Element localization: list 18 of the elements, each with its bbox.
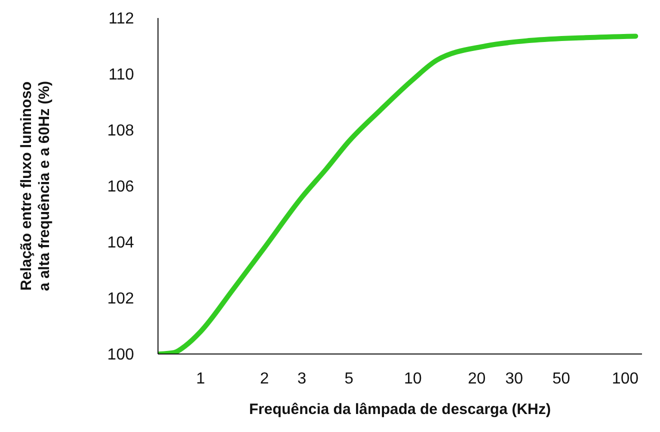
y-tick-label: 110 [108, 66, 134, 84]
x-tick-label: 30 [505, 370, 524, 388]
y-tick-label: 102 [107, 290, 134, 308]
x-tick-label: 1 [196, 370, 206, 388]
x-tick-label: 3 [297, 370, 306, 388]
x-tick-label: 10 [404, 370, 422, 388]
x-axis-title: Frequência da lâmpada de descarga (KHz) [249, 401, 551, 418]
x-tick-label: 5 [344, 370, 354, 388]
y-tick-label: 112 [108, 10, 134, 28]
y-tick-label: 108 [107, 122, 134, 140]
y-tick-label: 106 [107, 178, 134, 196]
y-tick-label: 104 [107, 234, 134, 252]
x-tick-label: 100 [612, 370, 639, 388]
x-tick-label: 2 [260, 370, 270, 388]
x-tick-label: 20 [468, 370, 486, 388]
x-tick-label: 50 [552, 370, 570, 388]
y-tick-label: 100 [107, 346, 134, 364]
y-axis-title: Relação entre fluxo luminoso a alta frequência e a 60Hz (%) [18, 80, 53, 292]
